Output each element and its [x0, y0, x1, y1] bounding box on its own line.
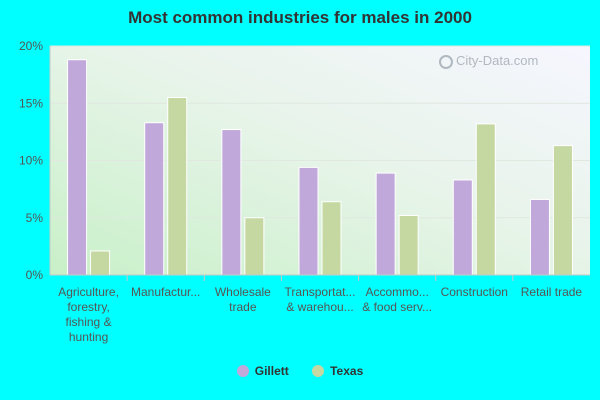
- x-tick-label: forestry,: [67, 300, 109, 314]
- bar-gillett: [221, 129, 242, 276]
- x-tick-label: Retail trade: [521, 285, 583, 299]
- bar-gillett: [144, 122, 165, 276]
- bar-gillett: [452, 179, 473, 276]
- x-tick-label: Accommo...: [365, 285, 428, 299]
- x-tick-label: trade: [229, 300, 257, 314]
- legend-label-texas: Texas: [330, 364, 364, 378]
- x-tick-label: hunting: [69, 330, 108, 344]
- legend: Gillett Texas: [0, 364, 600, 380]
- bar-texas: [244, 217, 265, 276]
- legend-label-gillett: Gillett: [254, 364, 289, 378]
- chart-title: Most common industries for males in 2000: [128, 8, 472, 27]
- y-tick-label: 0%: [26, 268, 44, 282]
- bar-texas: [167, 97, 188, 276]
- bar-gillett: [298, 166, 319, 276]
- bar-gillett: [529, 198, 550, 276]
- x-tick-label: Agriculture,: [58, 285, 119, 299]
- bar-gillett: [375, 172, 396, 276]
- search-icon: [439, 54, 453, 69]
- bar-texas: [90, 250, 111, 276]
- y-tick-label: 10%: [19, 154, 43, 168]
- x-tick-label: fishing &: [66, 315, 112, 329]
- legend-item-texas: Texas: [312, 364, 363, 378]
- bar-gillett: [67, 59, 88, 276]
- x-tick-label: Wholesale: [215, 285, 271, 299]
- watermark: City-Data.com: [439, 53, 538, 69]
- x-tick-label: Construction: [441, 285, 508, 299]
- legend-item-gillett: Gillett: [236, 364, 289, 378]
- bar-texas: [552, 145, 573, 276]
- x-tick-label: & food serv...: [362, 300, 432, 314]
- bar-texas: [398, 214, 419, 276]
- x-tick-label: Transportat...: [285, 285, 356, 299]
- y-tick-label: 20%: [19, 39, 43, 53]
- y-tick-label: 5%: [26, 211, 44, 225]
- bar-texas: [321, 201, 342, 276]
- y-tick-label: 15%: [19, 96, 43, 110]
- bar-texas: [475, 123, 496, 276]
- legend-swatch-texas: [312, 365, 325, 377]
- watermark-text: City-Data.com: [456, 53, 539, 68]
- x-tick-label: Manufactur...: [131, 285, 200, 299]
- x-tick-label: & warehou...: [286, 300, 353, 314]
- legend-swatch-gillett: [236, 365, 249, 377]
